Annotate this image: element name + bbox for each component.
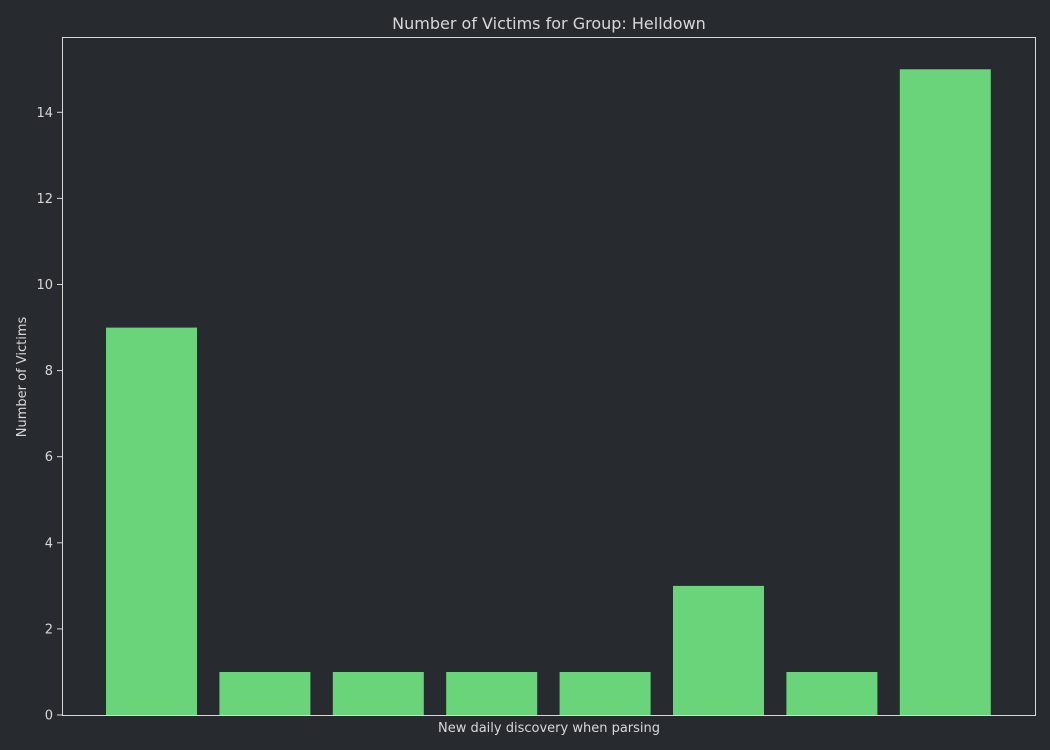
bar-1 (106, 327, 197, 715)
bar-3 (332, 672, 424, 715)
y-tick-label: 0 (45, 709, 53, 724)
bar-6 (673, 585, 764, 715)
y-tick-label: 8 (45, 364, 53, 379)
y-tick-label: 6 (45, 450, 53, 465)
x-axis-label: New daily discovery when parsing (438, 721, 660, 736)
bars-group (106, 69, 991, 716)
y-tick-label: 10 (36, 278, 53, 293)
chart-title: Number of Victims for Group: Helldown (392, 14, 706, 33)
y-axis-ticks: 0 2 4 6 8 10 12 14 (36, 106, 62, 724)
bar-4 (446, 672, 538, 715)
y-axis-label: Number of Victims (15, 317, 30, 438)
y-tick-label: 2 (45, 622, 53, 637)
bar-8 (899, 69, 991, 716)
y-tick-label: 4 (45, 536, 53, 551)
plot-area-frame (62, 37, 1036, 716)
bar-5 (559, 672, 651, 715)
y-tick-label: 14 (36, 106, 53, 121)
bar-2 (219, 672, 311, 715)
bar-7 (786, 672, 878, 715)
y-tick-label: 12 (36, 192, 53, 207)
